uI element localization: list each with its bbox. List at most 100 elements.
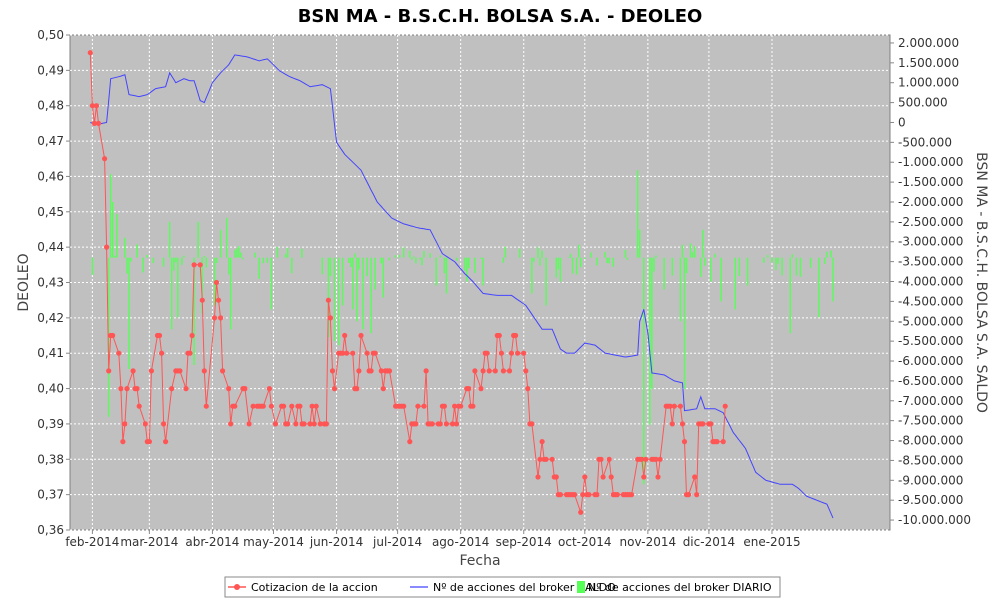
price-point bbox=[177, 368, 183, 374]
daily-bar bbox=[419, 257, 421, 260]
daily-bar bbox=[171, 257, 173, 330]
price-point bbox=[183, 386, 189, 392]
daily-bar bbox=[557, 257, 559, 270]
y2-tick-label: -9.500.000 bbox=[898, 493, 963, 507]
daily-bar bbox=[567, 257, 570, 258]
daily-bar bbox=[356, 257, 358, 322]
x-tick-label: ene-2015 bbox=[743, 535, 800, 549]
daily-bar bbox=[775, 257, 777, 270]
legend-price-label: Cotizacion de la accion bbox=[251, 581, 378, 594]
daily-bar bbox=[287, 248, 289, 258]
price-point bbox=[582, 474, 588, 480]
price-point bbox=[629, 492, 635, 498]
price-point bbox=[671, 403, 677, 409]
daily-bar bbox=[791, 254, 793, 258]
daily-bar bbox=[421, 257, 423, 266]
daily-bar bbox=[480, 257, 482, 259]
daily-bar bbox=[714, 253, 716, 258]
daily-bar bbox=[415, 257, 417, 264]
daily-bar bbox=[464, 257, 466, 271]
daily-bar bbox=[545, 257, 547, 306]
x-axis-label: Fecha bbox=[459, 553, 500, 569]
daily-bar bbox=[584, 257, 586, 259]
y-tick-label: 0,43 bbox=[37, 276, 64, 290]
price-point bbox=[720, 439, 726, 445]
daily-bar bbox=[651, 257, 653, 389]
daily-bar bbox=[694, 246, 696, 258]
daily-bar bbox=[240, 252, 242, 258]
price-point bbox=[614, 492, 620, 498]
daily-bar bbox=[341, 257, 344, 306]
legend-diario-swatch bbox=[577, 581, 585, 593]
daily-bar bbox=[445, 257, 448, 294]
price-point bbox=[543, 456, 549, 462]
daily-bar bbox=[612, 257, 614, 267]
price-point bbox=[681, 439, 688, 445]
price-point bbox=[722, 403, 728, 409]
x-tick-label: sep-2014 bbox=[496, 535, 552, 549]
daily-bar bbox=[455, 257, 458, 261]
price-point bbox=[443, 421, 449, 427]
x-tick-label: oct-2014 bbox=[558, 535, 612, 549]
daily-bar bbox=[409, 250, 411, 258]
y2-tick-label: -2.000.000 bbox=[898, 195, 963, 209]
y-tick-label: 0,46 bbox=[37, 169, 64, 183]
price-point bbox=[600, 474, 606, 480]
daily-bar bbox=[136, 244, 138, 258]
y2-tick-label: -10.000.000 bbox=[898, 513, 971, 527]
price-point bbox=[669, 421, 675, 427]
price-point bbox=[441, 403, 447, 409]
price-point bbox=[120, 439, 126, 445]
daily-bar bbox=[818, 257, 820, 318]
price-point bbox=[708, 421, 714, 427]
daily-bar bbox=[663, 257, 665, 290]
daily-bar bbox=[604, 252, 606, 258]
daily-bar bbox=[337, 257, 340, 346]
price-point bbox=[478, 386, 484, 392]
y2-tick-label: -2.500.000 bbox=[898, 215, 963, 229]
y2-tick-label: 0 bbox=[898, 115, 906, 129]
price-point bbox=[325, 297, 331, 303]
daily-bar bbox=[637, 170, 639, 258]
price-point bbox=[594, 492, 600, 498]
daily-bar bbox=[181, 257, 183, 265]
price-point bbox=[285, 421, 291, 427]
daily-bar bbox=[702, 229, 704, 258]
price-point bbox=[372, 350, 378, 356]
daily-bar bbox=[173, 257, 175, 271]
legend: Cotizacion de la accion Nº de acciones d… bbox=[224, 576, 781, 598]
price-point bbox=[260, 403, 266, 409]
daily-bar bbox=[746, 257, 749, 286]
daily-bar bbox=[832, 257, 834, 302]
y-tick-label: 0,42 bbox=[37, 311, 64, 325]
daily-bar bbox=[763, 257, 765, 263]
x-tick-label: nov-2014 bbox=[620, 535, 677, 549]
price-point bbox=[653, 456, 659, 462]
daily-bar bbox=[655, 255, 657, 258]
daily-bar bbox=[242, 257, 244, 260]
chart-title: BSN MA - B.S.C.H. BOLSA S.A. - DEOLEO bbox=[298, 6, 703, 27]
price-point bbox=[250, 403, 256, 409]
daily-bar bbox=[482, 257, 484, 286]
price-point bbox=[215, 297, 222, 303]
price-point bbox=[452, 403, 458, 409]
daily-bar bbox=[689, 243, 692, 258]
legend-diario-label: Nº de acciones del broker DIARIO bbox=[588, 581, 772, 594]
daily-bars bbox=[91, 170, 834, 485]
daily-bar bbox=[91, 257, 94, 275]
price-point bbox=[415, 403, 421, 409]
daily-bar bbox=[643, 257, 645, 485]
price-point bbox=[378, 368, 384, 374]
price-point bbox=[218, 315, 224, 321]
price-point bbox=[549, 456, 555, 462]
daily-bar bbox=[215, 257, 218, 263]
daily-bar bbox=[777, 257, 779, 264]
price-point bbox=[281, 403, 287, 409]
daily-bar bbox=[795, 257, 798, 276]
price-point bbox=[232, 403, 238, 409]
price-point bbox=[329, 368, 336, 374]
price-point bbox=[692, 474, 698, 480]
price-point bbox=[142, 421, 148, 427]
daily-bar bbox=[608, 257, 610, 264]
y-tick-label: 0,41 bbox=[37, 346, 64, 360]
